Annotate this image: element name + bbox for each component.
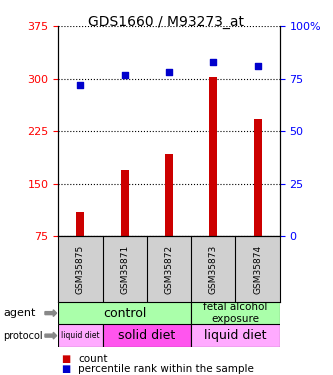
Text: protocol: protocol xyxy=(3,331,43,340)
Text: agent: agent xyxy=(3,308,36,318)
Point xyxy=(78,82,83,88)
Text: GSM35873: GSM35873 xyxy=(209,244,218,294)
Text: GSM35874: GSM35874 xyxy=(253,244,262,294)
Text: percentile rank within the sample: percentile rank within the sample xyxy=(78,364,254,374)
Text: GSM35872: GSM35872 xyxy=(165,244,173,294)
Text: ■: ■ xyxy=(62,364,71,374)
Text: liquid diet: liquid diet xyxy=(204,329,267,342)
Bar xyxy=(58,302,191,324)
Point xyxy=(255,63,260,69)
Text: GSM35875: GSM35875 xyxy=(76,244,85,294)
Bar xyxy=(103,324,191,347)
Bar xyxy=(165,154,173,236)
Point xyxy=(211,59,216,65)
Text: GSM35871: GSM35871 xyxy=(120,244,129,294)
Text: GDS1660 / M93273_at: GDS1660 / M93273_at xyxy=(89,15,244,29)
Text: control: control xyxy=(103,307,147,320)
Point xyxy=(122,72,128,78)
Text: fetal alcohol
exposure: fetal alcohol exposure xyxy=(203,302,268,324)
Bar xyxy=(191,324,280,347)
Bar xyxy=(191,302,280,324)
Bar xyxy=(77,212,84,236)
Bar xyxy=(121,170,129,236)
Text: liquid diet: liquid diet xyxy=(61,331,100,340)
Bar xyxy=(58,324,103,347)
Point xyxy=(166,69,172,75)
Bar xyxy=(254,118,261,236)
Bar xyxy=(209,77,217,236)
Text: count: count xyxy=(78,354,108,364)
Text: ■: ■ xyxy=(62,354,71,364)
Text: solid diet: solid diet xyxy=(118,329,175,342)
